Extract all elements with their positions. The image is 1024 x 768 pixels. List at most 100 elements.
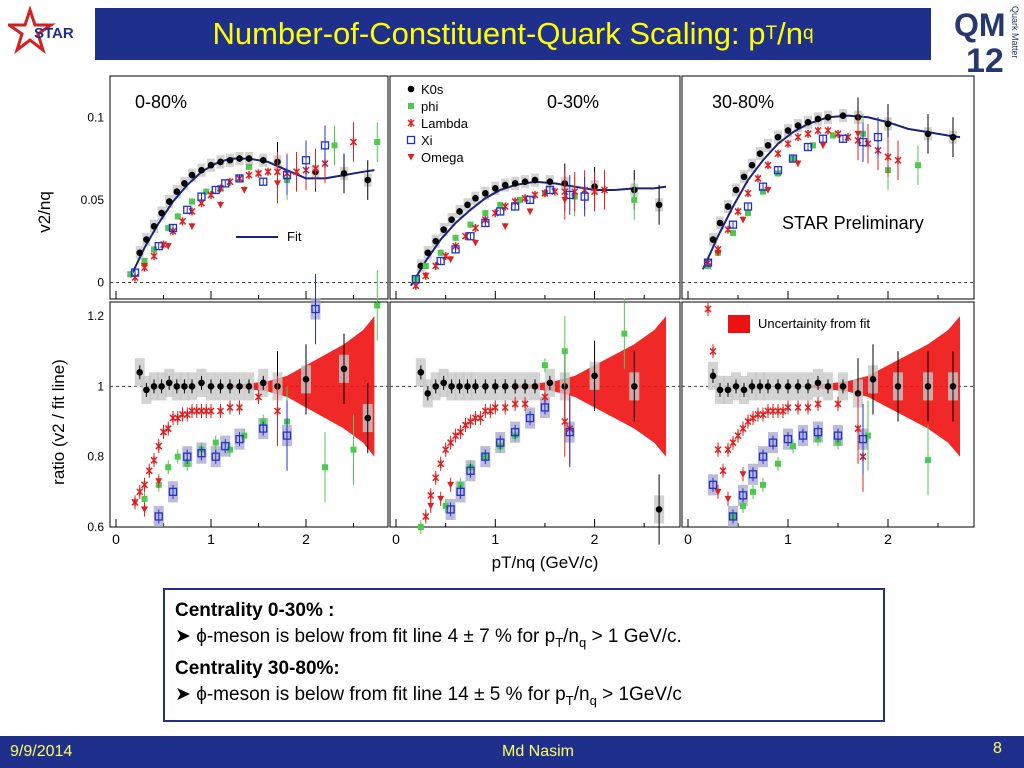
k0s-point bbox=[784, 127, 792, 134]
note-sub-q: q bbox=[589, 692, 597, 708]
xi-point bbox=[183, 205, 192, 214]
k0s-point bbox=[217, 158, 224, 166]
xi-point bbox=[525, 195, 535, 205]
slide-title: Number-of-Constituent-Quark Scaling: p T /… bbox=[95, 8, 931, 60]
lambda-point bbox=[235, 403, 244, 412]
omega-point bbox=[739, 216, 747, 224]
xi-point bbox=[858, 434, 868, 444]
lambda-point bbox=[511, 399, 519, 408]
x-axis-title: pT/nq (GeV/c) bbox=[492, 553, 599, 572]
phi-point bbox=[165, 464, 172, 471]
lambda-point bbox=[178, 217, 187, 226]
y-tick-label: 1.2 bbox=[87, 309, 104, 323]
omega-point bbox=[427, 502, 435, 510]
lambda-point bbox=[150, 456, 158, 465]
title-text: Number-of-Constituent-Quark Scaling: p bbox=[212, 16, 766, 51]
phi-point bbox=[174, 453, 181, 460]
phi-point bbox=[151, 246, 157, 253]
lambda-point bbox=[349, 138, 358, 147]
xi-point bbox=[451, 245, 460, 254]
xi-point bbox=[858, 137, 868, 147]
phi-point bbox=[865, 432, 871, 439]
k0s-point bbox=[655, 201, 663, 209]
k0s-point bbox=[949, 133, 957, 141]
note-bullet-2-text: ϕ-meson is below from fit line 14 ± 5 % … bbox=[196, 683, 566, 705]
k0s-point bbox=[655, 506, 663, 513]
k0s-point bbox=[150, 223, 158, 230]
k0s-point bbox=[814, 115, 822, 123]
lambda-point bbox=[155, 442, 163, 451]
k0s-point bbox=[136, 249, 144, 257]
xi-point bbox=[130, 268, 140, 277]
omega-point bbox=[819, 142, 827, 149]
k0s-point bbox=[198, 379, 205, 387]
phi-point bbox=[374, 302, 381, 309]
lambda-point bbox=[292, 167, 301, 176]
k0s-point bbox=[207, 383, 215, 390]
legend-entry: Xi bbox=[421, 133, 433, 148]
k0s-point bbox=[143, 386, 150, 394]
panel-bottom-left bbox=[109, 270, 389, 528]
lambda-point bbox=[245, 171, 253, 180]
phi-point bbox=[561, 348, 568, 355]
lambda-point bbox=[804, 129, 812, 138]
xi-point bbox=[748, 470, 758, 479]
lambda-point bbox=[814, 126, 822, 135]
lambda-point bbox=[749, 414, 757, 423]
note-bullet-2: ➤ ϕ-meson is below from fit line 14 ± 5 … bbox=[175, 682, 873, 714]
lambda-point bbox=[136, 487, 144, 496]
lambda-point bbox=[744, 417, 752, 426]
lambda-point bbox=[159, 428, 168, 437]
x-tick-label: 0 bbox=[112, 531, 120, 547]
omega-point bbox=[274, 180, 281, 187]
omega-point bbox=[407, 154, 415, 161]
y-tick-label: 0.1 bbox=[87, 110, 104, 124]
footer-page: 8 bbox=[993, 740, 1002, 757]
phi-point bbox=[212, 439, 219, 446]
k0s-point bbox=[591, 372, 598, 380]
omega-point bbox=[437, 495, 445, 503]
phi-point bbox=[203, 188, 210, 195]
lambda-point bbox=[311, 164, 320, 173]
xi-point bbox=[738, 491, 748, 500]
lambda-point bbox=[854, 424, 862, 433]
xi-point bbox=[580, 192, 589, 201]
k0s-point bbox=[756, 383, 764, 390]
phi-point bbox=[165, 224, 172, 231]
omega-point bbox=[854, 130, 862, 138]
xi-point bbox=[565, 427, 574, 437]
logo-text: STAR bbox=[34, 25, 74, 42]
footer-date: 9/9/2014 bbox=[10, 743, 73, 760]
xi-point bbox=[154, 512, 163, 521]
lambda-point bbox=[754, 174, 762, 183]
k0s-point bbox=[732, 186, 740, 194]
lambda-point bbox=[744, 189, 752, 198]
lambda-point bbox=[784, 403, 792, 412]
phi-point bbox=[730, 229, 736, 236]
note-sub-q: q bbox=[579, 634, 587, 650]
v2-figure: 0-80% 0-30% 30-80%STAR Preliminary 0.10.… bbox=[35, 75, 975, 572]
x-tick-label: 0 bbox=[684, 531, 692, 547]
phi-point bbox=[925, 457, 931, 464]
k0s-point bbox=[894, 383, 902, 390]
k0s-point bbox=[136, 369, 144, 376]
xi-point bbox=[703, 258, 713, 267]
k0s-point bbox=[245, 383, 253, 390]
lambda-point bbox=[264, 167, 272, 176]
footer-bar: 9/9/2014 Md Nasim 8 bbox=[0, 736, 1024, 768]
k0s-point bbox=[824, 383, 832, 390]
omega-point bbox=[714, 249, 722, 257]
k0s-point bbox=[724, 386, 732, 394]
lambda-point bbox=[466, 417, 474, 426]
xi-point bbox=[773, 166, 783, 175]
x-tick-label: 1 bbox=[491, 531, 499, 547]
omega-point bbox=[501, 223, 509, 230]
footer-author: Md Nasim bbox=[502, 743, 575, 760]
panel-frame bbox=[109, 75, 389, 300]
xi-point bbox=[168, 487, 178, 496]
k0s-point bbox=[724, 203, 732, 210]
lambda-point bbox=[729, 438, 737, 447]
lambda-point bbox=[476, 414, 484, 423]
k0s-point bbox=[158, 209, 165, 217]
phi-point bbox=[482, 210, 489, 217]
